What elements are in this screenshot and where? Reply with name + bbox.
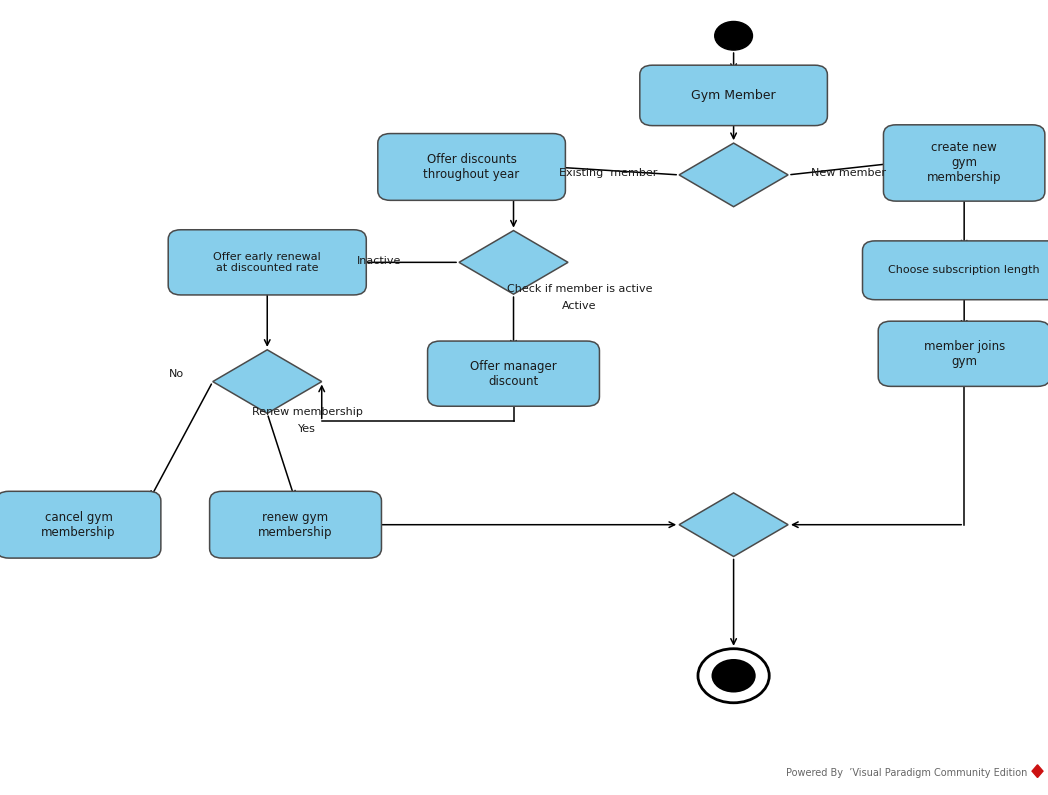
Text: Gym Member: Gym Member [692,89,776,102]
Text: create new
gym
membership: create new gym membership [926,142,1002,184]
Polygon shape [679,143,788,207]
Text: Offer discounts
throughout year: Offer discounts throughout year [423,153,520,181]
FancyBboxPatch shape [0,491,161,558]
Text: Renew membership: Renew membership [252,407,363,417]
Polygon shape [1032,765,1043,778]
Text: Offer early renewal
at discounted rate: Offer early renewal at discounted rate [214,251,321,273]
Text: No: No [169,369,183,378]
FancyBboxPatch shape [377,134,566,200]
Polygon shape [679,493,788,556]
Text: Existing  member: Existing member [559,168,657,177]
Circle shape [698,649,769,703]
Text: cancel gym
membership: cancel gym membership [41,510,116,539]
FancyBboxPatch shape [863,241,1048,300]
Text: Check if member is active: Check if member is active [507,285,652,294]
Circle shape [712,659,756,692]
Text: Choose subscription length: Choose subscription length [889,266,1040,275]
FancyBboxPatch shape [168,230,366,295]
Polygon shape [459,231,568,294]
Text: Active: Active [563,301,596,311]
FancyBboxPatch shape [883,125,1045,201]
Text: New member: New member [811,168,887,177]
Circle shape [715,21,752,50]
Text: member joins
gym: member joins gym [923,339,1005,368]
FancyBboxPatch shape [428,341,599,406]
Text: Offer manager
discount: Offer manager discount [471,359,556,388]
Text: renew gym
membership: renew gym membership [258,510,333,539]
Text: Powered By  ’Visual Paradigm Community Edition: Powered By ’Visual Paradigm Community Ed… [786,767,1027,778]
FancyBboxPatch shape [878,321,1048,386]
Text: Yes: Yes [298,424,316,433]
Polygon shape [213,350,322,413]
FancyBboxPatch shape [639,65,827,126]
FancyBboxPatch shape [210,491,381,558]
Text: Inactive: Inactive [357,256,401,266]
